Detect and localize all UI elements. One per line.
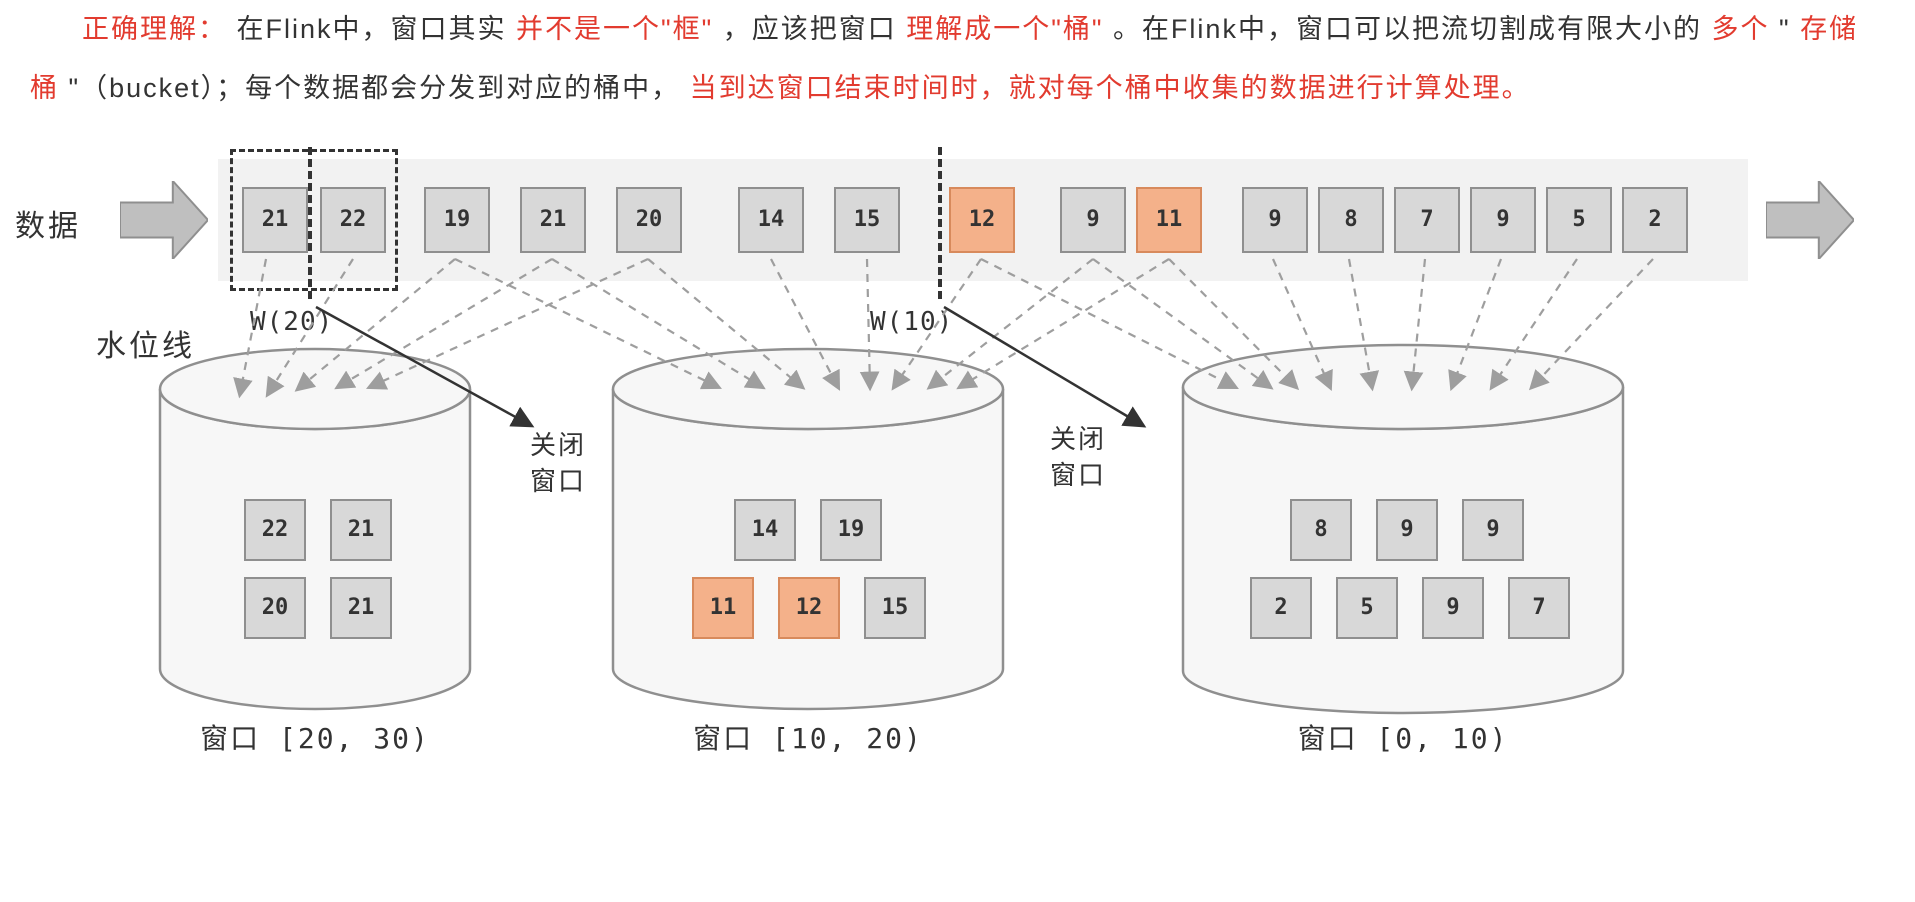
bucket-label: 窗口 [10, 20) bbox=[668, 717, 948, 757]
t-a: 在Flink中，窗口其实 bbox=[237, 14, 507, 44]
bucket-cell: 9 bbox=[1462, 499, 1524, 561]
bucket-cell: 9 bbox=[1422, 577, 1484, 639]
stream-box: 9 bbox=[1060, 187, 1126, 253]
close-arrow bbox=[316, 307, 530, 425]
stream-box: 20 bbox=[616, 187, 682, 253]
bucket-cell: 14 bbox=[734, 499, 796, 561]
stream-box: 9 bbox=[1470, 187, 1536, 253]
t-red6: 当到达窗口结束时间时，就对每个桶中收集的数据进行计算处理。 bbox=[690, 73, 1531, 103]
bucket-label: 窗口 [20, 30) bbox=[175, 717, 455, 757]
t-e: "（bucket）；每个数据都会分发到对应的桶中， bbox=[69, 73, 681, 103]
window-bucket-diagram: 2122192120141512911987952数据水位线W(20)W(10)… bbox=[0, 129, 1915, 809]
bucket bbox=[613, 349, 1003, 709]
bucket bbox=[160, 349, 470, 709]
label-close-2: 关闭 窗口 bbox=[1050, 421, 1106, 494]
bucket-cell: 21 bbox=[330, 577, 392, 639]
label-data: 数据 bbox=[15, 201, 81, 245]
bucket-cell: 20 bbox=[244, 577, 306, 639]
bucket-cell: 19 bbox=[820, 499, 882, 561]
label-w20: W(20) bbox=[250, 307, 333, 337]
stream-box: 14 bbox=[738, 187, 804, 253]
watermark-10 bbox=[938, 147, 946, 299]
bucket-label: 窗口 [0, 10) bbox=[1263, 717, 1543, 757]
stream-box: 19 bbox=[424, 187, 490, 253]
t-b: ，应该把窗口 bbox=[723, 14, 897, 44]
bucket-cell: 7 bbox=[1508, 577, 1570, 639]
t-c: 。在Flink中，窗口可以把流切割成有限大小的 bbox=[1113, 14, 1702, 44]
bucket-cell: 5 bbox=[1336, 577, 1398, 639]
label-close-1: 关闭 窗口 bbox=[530, 427, 586, 500]
stream-box: 2 bbox=[1622, 187, 1688, 253]
stream-box: 9 bbox=[1242, 187, 1308, 253]
description-paragraph: 正确理解： 在Flink中，窗口其实 并不是一个"框" ，应该把窗口 理解成一个… bbox=[0, 0, 1915, 129]
bucket-cell: 22 bbox=[244, 499, 306, 561]
stream-box: 11 bbox=[1136, 187, 1202, 253]
t-red4: 多个 bbox=[1711, 14, 1769, 44]
bucket-cell: 11 bbox=[692, 577, 754, 639]
label-w10: W(10) bbox=[870, 307, 953, 337]
watermark-20 bbox=[308, 147, 316, 299]
stream-box: 5 bbox=[1546, 187, 1612, 253]
t-red1: 正确理解： bbox=[82, 14, 227, 44]
stream-box: 7 bbox=[1394, 187, 1460, 253]
bucket-cell: 12 bbox=[778, 577, 840, 639]
flow-arrow-icon bbox=[120, 181, 208, 259]
t-red3: 理解成一个"桶" bbox=[906, 14, 1103, 44]
t-d: " bbox=[1779, 14, 1791, 44]
bucket-cell: 21 bbox=[330, 499, 392, 561]
t-red2: 并不是一个"框" bbox=[516, 14, 713, 44]
stream-box: 8 bbox=[1318, 187, 1384, 253]
bucket-cell: 15 bbox=[864, 577, 926, 639]
flow-arrow-icon bbox=[1766, 181, 1854, 259]
stream-box: 15 bbox=[834, 187, 900, 253]
bucket-cell: 8 bbox=[1290, 499, 1352, 561]
bucket-cell: 9 bbox=[1376, 499, 1438, 561]
stream-box: 12 bbox=[949, 187, 1015, 253]
close-arrow bbox=[944, 307, 1142, 425]
stream-box: 21 bbox=[520, 187, 586, 253]
bucket-cell: 2 bbox=[1250, 577, 1312, 639]
label-watermark: 水位线 bbox=[96, 321, 195, 365]
